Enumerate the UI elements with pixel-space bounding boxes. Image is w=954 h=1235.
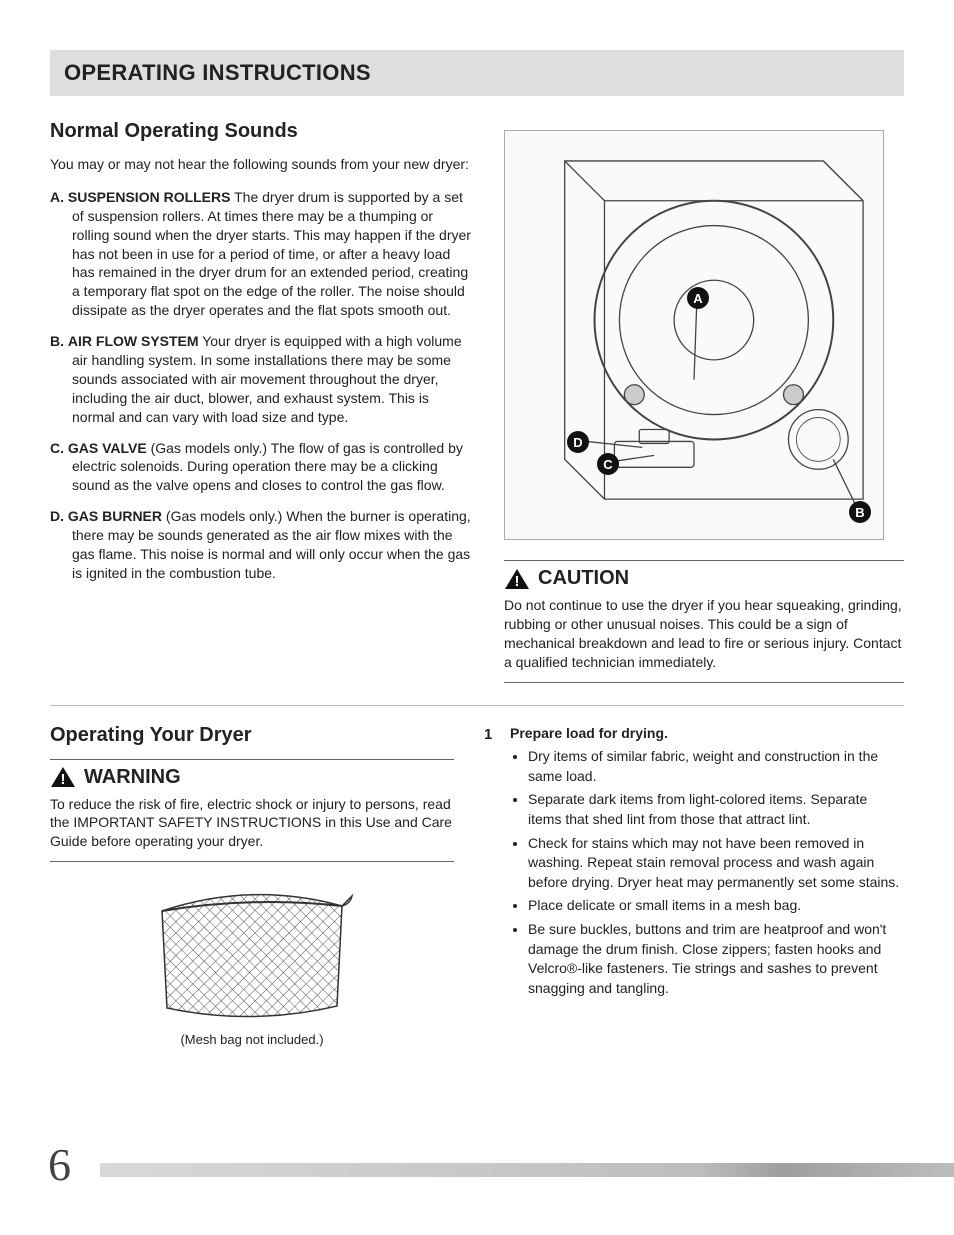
item-title: AIR FLOW SYSTEM <box>68 333 199 349</box>
sounds-item-d: D. GAS BURNER (Gas models only.) When th… <box>50 507 474 583</box>
caution-head: ! CAUTION <box>504 567 904 590</box>
sounds-item-a: A. SUSPENSION ROLLERS The dryer drum is … <box>50 188 474 320</box>
operating-left: Operating Your Dryer ! WARNING To reduce… <box>50 724 454 1048</box>
mesh-caption: (Mesh bag not included.) <box>50 1032 454 1047</box>
divider <box>50 705 904 706</box>
item-title: GAS VALVE <box>68 440 147 456</box>
step-1: 1 Prepare load for drying. Dry items of … <box>484 724 904 1003</box>
steps-list: 1 Prepare load for drying. Dry items of … <box>484 724 904 1003</box>
bullet: Separate dark items from light-colored i… <box>528 790 904 829</box>
warning-box: ! WARNING To reduce the risk of fire, el… <box>50 759 454 863</box>
bullet: Check for stains which may not have been… <box>528 834 904 893</box>
operating-heading: Operating Your Dryer <box>50 724 454 747</box>
warning-label: WARNING <box>84 766 181 789</box>
warning-triangle-icon: ! <box>50 766 76 788</box>
svg-text:!: ! <box>61 771 66 788</box>
item-title: SUSPENSION ROLLERS <box>68 189 231 205</box>
sounds-intro: You may or may not hear the following so… <box>50 155 474 174</box>
step-bullets: Dry items of similar fabric, weight and … <box>510 747 904 998</box>
callout-d: D <box>567 431 589 453</box>
sounds-item-b: B. AIR FLOW SYSTEM Your dryer is equippe… <box>50 332 474 426</box>
footer-bar <box>100 1163 954 1177</box>
item-letter: C. <box>50 440 64 456</box>
callout-a: A <box>687 287 709 309</box>
bullet: Place delicate or small items in a mesh … <box>528 896 904 916</box>
item-title: GAS BURNER <box>68 508 162 524</box>
page-content: OPERATING INSTRUCTIONS Normal Operating … <box>0 0 954 1047</box>
dryer-diagram: A D C B <box>504 130 884 540</box>
sounds-right-column: A D C B ! CAUTION Do not continue to use… <box>504 120 904 683</box>
step-number: 1 <box>484 724 500 1003</box>
bullet: Dry items of similar fabric, weight and … <box>528 747 904 786</box>
warning-body: To reduce the risk of fire, electric sho… <box>50 795 454 852</box>
item-letter: B. <box>50 333 64 349</box>
sounds-row: Normal Operating Sounds You may or may n… <box>50 120 904 683</box>
operating-row: Operating Your Dryer ! WARNING To reduce… <box>50 724 904 1048</box>
caution-box: ! CAUTION Do not continue to use the dry… <box>504 560 904 683</box>
callout-c: C <box>597 453 619 475</box>
section-title: OPERATING INSTRUCTIONS <box>64 60 890 86</box>
callout-b: B <box>849 501 871 523</box>
item-letter: A. <box>50 189 64 205</box>
caution-body: Do not continue to use the dryer if you … <box>504 596 904 672</box>
sounds-list: A. SUSPENSION ROLLERS The dryer drum is … <box>50 188 474 583</box>
section-header: OPERATING INSTRUCTIONS <box>50 50 904 96</box>
step-title: Prepare load for drying. <box>510 724 904 744</box>
mesh-bag-svg <box>142 876 362 1026</box>
page-number: 6 <box>48 1138 71 1191</box>
operating-right: 1 Prepare load for drying. Dry items of … <box>484 724 904 1048</box>
sounds-item-c: C. GAS VALVE (Gas models only.) The flow… <box>50 439 474 496</box>
sounds-text-column: Normal Operating Sounds You may or may n… <box>50 120 474 683</box>
bullet: Be sure buckles, buttons and trim are he… <box>528 920 904 998</box>
sounds-heading: Normal Operating Sounds <box>50 120 474 143</box>
item-letter: D. <box>50 508 64 524</box>
step-body: Prepare load for drying. Dry items of si… <box>510 724 904 1003</box>
svg-text:!: ! <box>515 573 520 590</box>
dryer-diagram-svg <box>505 131 883 539</box>
warning-head: ! WARNING <box>50 766 454 789</box>
mesh-bag-figure: (Mesh bag not included.) <box>50 876 454 1047</box>
caution-label: CAUTION <box>538 567 629 590</box>
item-body: The dryer drum is supported by a set of … <box>72 189 471 318</box>
caution-triangle-icon: ! <box>504 568 530 590</box>
